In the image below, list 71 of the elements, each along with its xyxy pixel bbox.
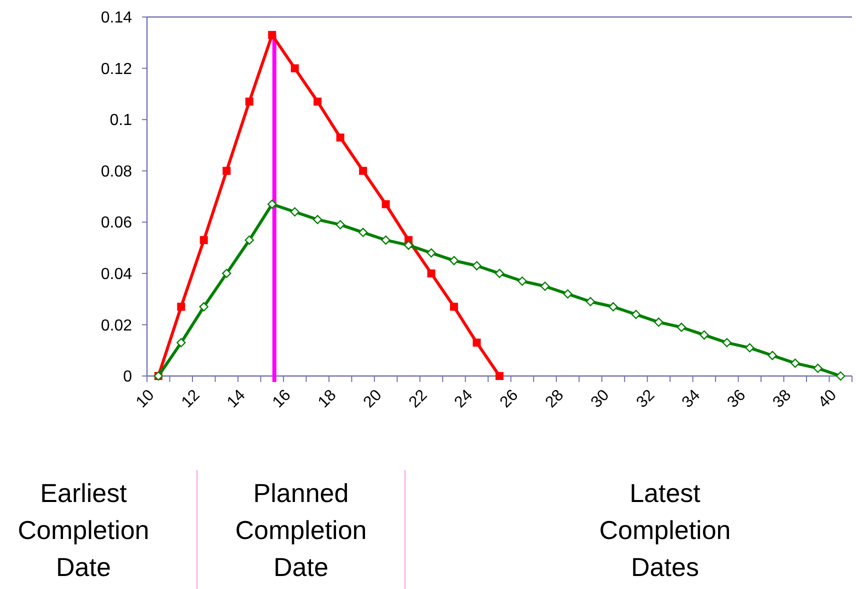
point [790, 358, 800, 368]
point [222, 268, 232, 278]
point [745, 343, 754, 352]
x-tick-label: 12 [178, 386, 204, 412]
point [245, 98, 254, 106]
y-tick-label: 0.02 [100, 317, 132, 334]
y-tick-label: 0.04 [100, 266, 132, 284]
x-tick-label: 10 [133, 386, 158, 412]
y-tick-label: 0.12 [100, 60, 132, 78]
point [244, 235, 254, 245]
y-tick-label: 0.08 [100, 163, 132, 180]
point [700, 330, 709, 340]
x-tick-label: 40 [815, 386, 840, 412]
point [518, 276, 527, 286]
text: Planned Completion Date [235, 478, 367, 582]
x-tick-label: 22 [406, 386, 431, 412]
point [404, 240, 414, 250]
point [722, 338, 732, 348]
x-tick-label: 28 [542, 386, 568, 412]
y-tick-label: 0.1 [110, 112, 132, 130]
point [359, 166, 368, 175]
x-tick-label: 26 [497, 386, 522, 412]
point [312, 214, 322, 224]
x-tick-label: 32 [634, 386, 658, 412]
point [450, 302, 458, 311]
point [631, 310, 641, 320]
point [382, 200, 390, 208]
point [267, 200, 277, 209]
point [563, 289, 572, 299]
point [836, 371, 846, 381]
point [222, 166, 231, 175]
point [472, 338, 481, 347]
point [654, 318, 664, 327]
x-tick-label: 16 [270, 386, 294, 412]
point [381, 235, 390, 245]
text: Latest Completion Dates [599, 478, 731, 582]
point [586, 297, 596, 306]
point [427, 269, 436, 278]
x-tick-label: 24 [452, 386, 476, 412]
point [608, 302, 618, 312]
point [199, 302, 208, 312]
y-tick-label: 0 [123, 368, 132, 386]
point [268, 30, 276, 39]
point [290, 64, 299, 72]
point [200, 236, 208, 244]
x-tick-label: 18 [315, 386, 340, 412]
point [176, 338, 186, 348]
point [676, 322, 686, 332]
point [472, 261, 482, 270]
point [449, 256, 459, 266]
x-tick-label: 14 [224, 386, 249, 412]
x-tick-label: 36 [724, 386, 750, 412]
text: Earliest Completion Date [18, 478, 150, 582]
point [813, 364, 822, 373]
point [496, 372, 504, 380]
x-tick-label: 30 [588, 386, 613, 412]
point [290, 207, 300, 216]
point [768, 350, 778, 360]
point [336, 134, 344, 142]
point [336, 220, 345, 230]
point [426, 248, 436, 258]
point [494, 268, 504, 278]
point [358, 228, 368, 237]
x-tick-label: 34 [678, 386, 704, 412]
point [314, 98, 322, 106]
point [177, 302, 186, 311]
x-tick-label: 20 [360, 386, 386, 412]
y-tick-label: 0.14 [100, 10, 132, 27]
x-tick-label: 38 [770, 386, 795, 412]
y-tick-label: 0.06 [100, 214, 132, 232]
point [540, 282, 550, 291]
